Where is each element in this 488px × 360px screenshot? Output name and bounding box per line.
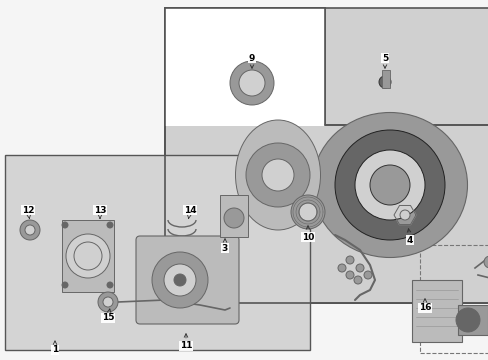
Text: 15: 15 (102, 309, 114, 323)
Text: 16: 16 (418, 299, 430, 312)
Polygon shape (164, 8, 488, 303)
Text: 10: 10 (301, 226, 314, 242)
Text: 18: 18 (0, 359, 1, 360)
Bar (164, 8, 325, 125)
Text: 20: 20 (0, 359, 1, 360)
Circle shape (346, 256, 353, 264)
Circle shape (224, 208, 244, 228)
Polygon shape (393, 206, 415, 225)
Bar (62, 220, 114, 292)
Text: 8: 8 (0, 359, 1, 360)
Bar (164, 8, 325, 126)
Text: 12: 12 (21, 206, 34, 219)
Circle shape (163, 264, 196, 296)
Circle shape (66, 234, 110, 278)
Bar (411, 280, 461, 342)
Circle shape (399, 210, 409, 220)
Circle shape (98, 292, 118, 312)
Circle shape (337, 264, 346, 272)
Text: 9: 9 (0, 359, 1, 360)
Text: 7: 7 (0, 359, 1, 360)
Text: 6: 6 (0, 359, 1, 360)
Text: 19: 19 (0, 359, 1, 360)
Circle shape (25, 225, 35, 235)
Circle shape (363, 271, 371, 279)
Circle shape (354, 150, 424, 220)
Circle shape (355, 264, 363, 272)
Circle shape (334, 130, 444, 240)
FancyBboxPatch shape (136, 236, 239, 324)
Text: 13: 13 (94, 206, 106, 219)
Text: 3: 3 (222, 239, 228, 252)
Circle shape (62, 222, 68, 228)
Circle shape (107, 222, 113, 228)
Text: 9: 9 (248, 54, 255, 68)
Text: 4: 4 (406, 229, 412, 244)
Circle shape (378, 76, 390, 88)
Circle shape (62, 282, 68, 288)
Circle shape (229, 61, 273, 105)
Circle shape (483, 256, 488, 268)
Text: 11: 11 (180, 334, 192, 351)
Circle shape (245, 143, 309, 207)
Text: 21: 21 (0, 359, 1, 360)
Circle shape (239, 70, 264, 96)
Bar (220, 195, 247, 237)
Ellipse shape (235, 120, 320, 230)
Bar (419, 245, 488, 353)
Ellipse shape (312, 113, 467, 257)
Circle shape (103, 297, 113, 307)
Text: 14: 14 (183, 206, 196, 219)
Circle shape (455, 308, 479, 332)
Circle shape (369, 165, 409, 205)
Text: 5: 5 (381, 54, 387, 68)
Circle shape (152, 252, 207, 308)
Bar (457, 305, 487, 335)
Circle shape (290, 195, 325, 229)
Text: 1: 1 (52, 341, 58, 355)
Bar (164, 8, 488, 303)
Text: 17: 17 (0, 359, 1, 360)
Bar (381, 70, 389, 88)
Circle shape (346, 271, 353, 279)
Circle shape (20, 220, 40, 240)
Circle shape (107, 282, 113, 288)
Circle shape (262, 159, 293, 191)
Circle shape (174, 274, 185, 286)
Text: 2: 2 (0, 359, 1, 360)
Circle shape (353, 276, 361, 284)
Circle shape (74, 242, 102, 270)
Bar (5, 155, 309, 350)
Circle shape (298, 203, 316, 221)
